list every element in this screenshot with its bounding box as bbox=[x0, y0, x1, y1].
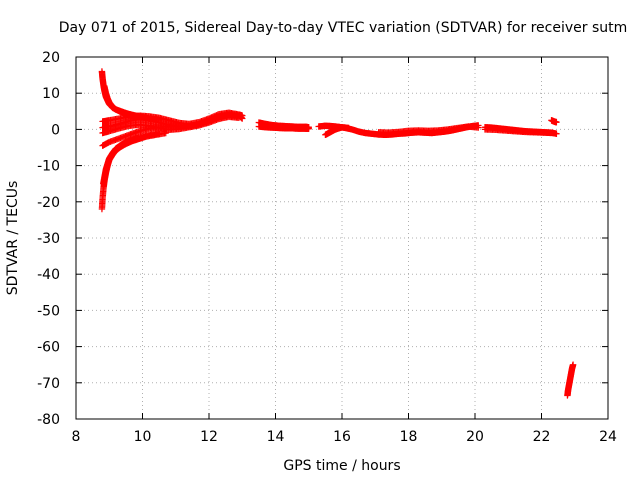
x-tick-label: 8 bbox=[72, 429, 81, 445]
x-tick-label: 18 bbox=[400, 429, 418, 445]
data-point bbox=[569, 361, 577, 368]
x-tick-label: 16 bbox=[333, 429, 351, 445]
grid bbox=[76, 57, 608, 419]
x-tick-labels: 8 10 12 14 16 18 20 22 24 bbox=[72, 429, 617, 445]
data-points bbox=[98, 68, 577, 399]
data-point bbox=[155, 130, 163, 137]
data-point bbox=[475, 124, 482, 131]
y-tick-label: -20 bbox=[37, 195, 60, 211]
y-tick-label: -10 bbox=[37, 159, 60, 175]
x-tick-label: 22 bbox=[533, 429, 551, 445]
y-tick-labels: 20 10 0 -10 -20 -30 -40 -50 -60 -70 -80 bbox=[37, 50, 60, 428]
y-tick-label: 20 bbox=[42, 50, 60, 66]
y-tick-label: 10 bbox=[42, 86, 60, 102]
data-point bbox=[345, 124, 352, 132]
data-point bbox=[549, 129, 557, 137]
y-tick-label: -50 bbox=[37, 303, 60, 319]
data-point bbox=[553, 130, 560, 137]
series-segment-15.5-dip bbox=[322, 124, 352, 139]
chart-title: Day 071 of 2015, Sidereal Day-to-day VTE… bbox=[59, 20, 628, 36]
data-point bbox=[553, 118, 560, 126]
data-point bbox=[235, 114, 243, 122]
x-tick-label: 24 bbox=[599, 429, 617, 445]
series-segment-17-20b bbox=[375, 123, 482, 136]
data-point bbox=[239, 115, 246, 122]
x-tick-label: 14 bbox=[267, 429, 285, 445]
series-band-4 bbox=[99, 113, 243, 137]
y-axis-label: SDTVAR / TECUs bbox=[5, 181, 21, 296]
x-tick-label: 10 bbox=[134, 429, 152, 445]
series-segment-13.5-15b bbox=[255, 123, 312, 132]
series-segment-22.8-outlier bbox=[564, 361, 577, 399]
y-tick-label: 0 bbox=[51, 122, 60, 138]
y-tick-label: -70 bbox=[37, 376, 60, 392]
data-point bbox=[305, 125, 312, 132]
x-axis-label: GPS time / hours bbox=[283, 458, 400, 474]
series-segment-20.3-22.4b bbox=[481, 126, 557, 137]
series-arc-up-2 bbox=[100, 130, 163, 187]
y-tick-label: -80 bbox=[37, 412, 60, 428]
y-tick-label: -40 bbox=[37, 267, 60, 283]
y-tick-label: -60 bbox=[37, 340, 60, 356]
x-tick-label: 12 bbox=[200, 429, 218, 445]
y-tick-label: -30 bbox=[37, 231, 60, 247]
series-segment-22.3-jump bbox=[548, 117, 560, 126]
plot-frame bbox=[75, 56, 609, 420]
x-tick-label: 20 bbox=[466, 429, 484, 445]
